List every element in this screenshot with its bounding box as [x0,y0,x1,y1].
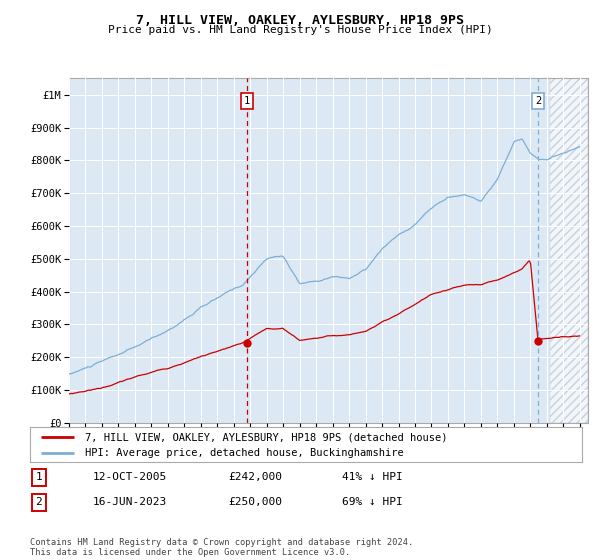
Text: 1: 1 [35,472,43,482]
Text: 2: 2 [535,96,541,106]
Text: £242,000: £242,000 [228,472,282,482]
Text: 16-JUN-2023: 16-JUN-2023 [93,497,167,507]
Text: 12-OCT-2005: 12-OCT-2005 [93,472,167,482]
Text: 41% ↓ HPI: 41% ↓ HPI [342,472,403,482]
Text: £250,000: £250,000 [228,497,282,507]
Text: Price paid vs. HM Land Registry's House Price Index (HPI): Price paid vs. HM Land Registry's House … [107,25,493,35]
Text: 69% ↓ HPI: 69% ↓ HPI [342,497,403,507]
Text: Contains HM Land Registry data © Crown copyright and database right 2024.
This d: Contains HM Land Registry data © Crown c… [30,538,413,557]
Text: 7, HILL VIEW, OAKLEY, AYLESBURY, HP18 9PS: 7, HILL VIEW, OAKLEY, AYLESBURY, HP18 9P… [136,14,464,27]
Text: 7, HILL VIEW, OAKLEY, AYLESBURY, HP18 9PS (detached house): 7, HILL VIEW, OAKLEY, AYLESBURY, HP18 9P… [85,432,448,442]
Text: 2: 2 [35,497,43,507]
Text: HPI: Average price, detached house, Buckinghamshire: HPI: Average price, detached house, Buck… [85,449,404,458]
Text: 1: 1 [244,96,250,106]
